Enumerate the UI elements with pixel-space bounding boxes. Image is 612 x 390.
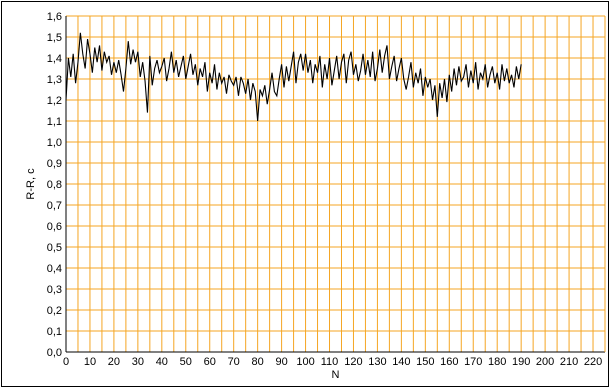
y-tick-label: 1,3: [47, 74, 62, 86]
x-tick-label: 110: [321, 356, 339, 368]
y-tick-label: 1,6: [47, 11, 62, 23]
y-tick-label: 0,6: [47, 221, 62, 233]
x-tick-labels: 0 10 20 30 40 50 60 70 80 90 100 110 120 130 140 150 160…: [63, 356, 602, 368]
y-tick-label: 0,8: [47, 179, 62, 191]
y-axis-title: R-R, c: [25, 168, 37, 200]
y-tick-label: 0,9: [47, 158, 62, 170]
y-tick-label: 0,3: [47, 284, 62, 296]
x-tick-label: 10: [84, 356, 96, 368]
y-tick-label: 0,4: [47, 263, 62, 275]
axes: [65, 16, 606, 353]
x-tick-label: 60: [204, 356, 216, 368]
x-tick-label: 50: [180, 356, 192, 368]
y-tick-label: 0,5: [47, 242, 62, 254]
y-tick-label: 1,1: [47, 116, 62, 128]
x-tick-label: 70: [228, 356, 240, 368]
x-axis-title: N: [332, 369, 340, 381]
x-tick-label: 210: [560, 356, 578, 368]
x-tick-label: 80: [252, 356, 264, 368]
y-tick-label: 0,0: [47, 347, 62, 359]
x-tick-label: 0: [63, 356, 69, 368]
x-tick-label: 170: [464, 356, 482, 368]
series-group: [65, 32, 522, 122]
x-tick-label: 160: [440, 356, 458, 368]
x-tick-label: 220: [584, 356, 602, 368]
y-tick-label: 0,2: [47, 305, 62, 317]
y-tick-label: 1,4: [47, 53, 62, 65]
x-tick-label: 100: [296, 356, 314, 368]
x-tick-label: 90: [275, 356, 287, 368]
y-tick-label: 0,1: [47, 326, 62, 338]
x-tick-label: 140: [392, 356, 410, 368]
x-tick-label: 120: [344, 356, 362, 368]
y-tick-labels: 0,0 0,1 0,2 0,3 0,4 0,5 0,6 0,7 0,8 0,9 1,0 1,1 1,2 1…: [47, 11, 62, 359]
x-tick-label: 30: [132, 356, 144, 368]
y-tick-label: 0,7: [47, 200, 62, 212]
x-tick-label: 150: [416, 356, 434, 368]
series-line: [65, 32, 522, 122]
x-tick-label: 200: [536, 356, 554, 368]
x-tick-label: 190: [512, 356, 530, 368]
x-tick-label: 130: [368, 356, 386, 368]
y-tick-label: 1,5: [47, 32, 62, 44]
x-tick-label: 40: [156, 356, 168, 368]
y-tick-label: 1,0: [47, 137, 62, 149]
y-tick-label: 1,2: [47, 95, 62, 107]
x-tick-label: 20: [108, 356, 120, 368]
x-tick-label: 180: [488, 356, 506, 368]
